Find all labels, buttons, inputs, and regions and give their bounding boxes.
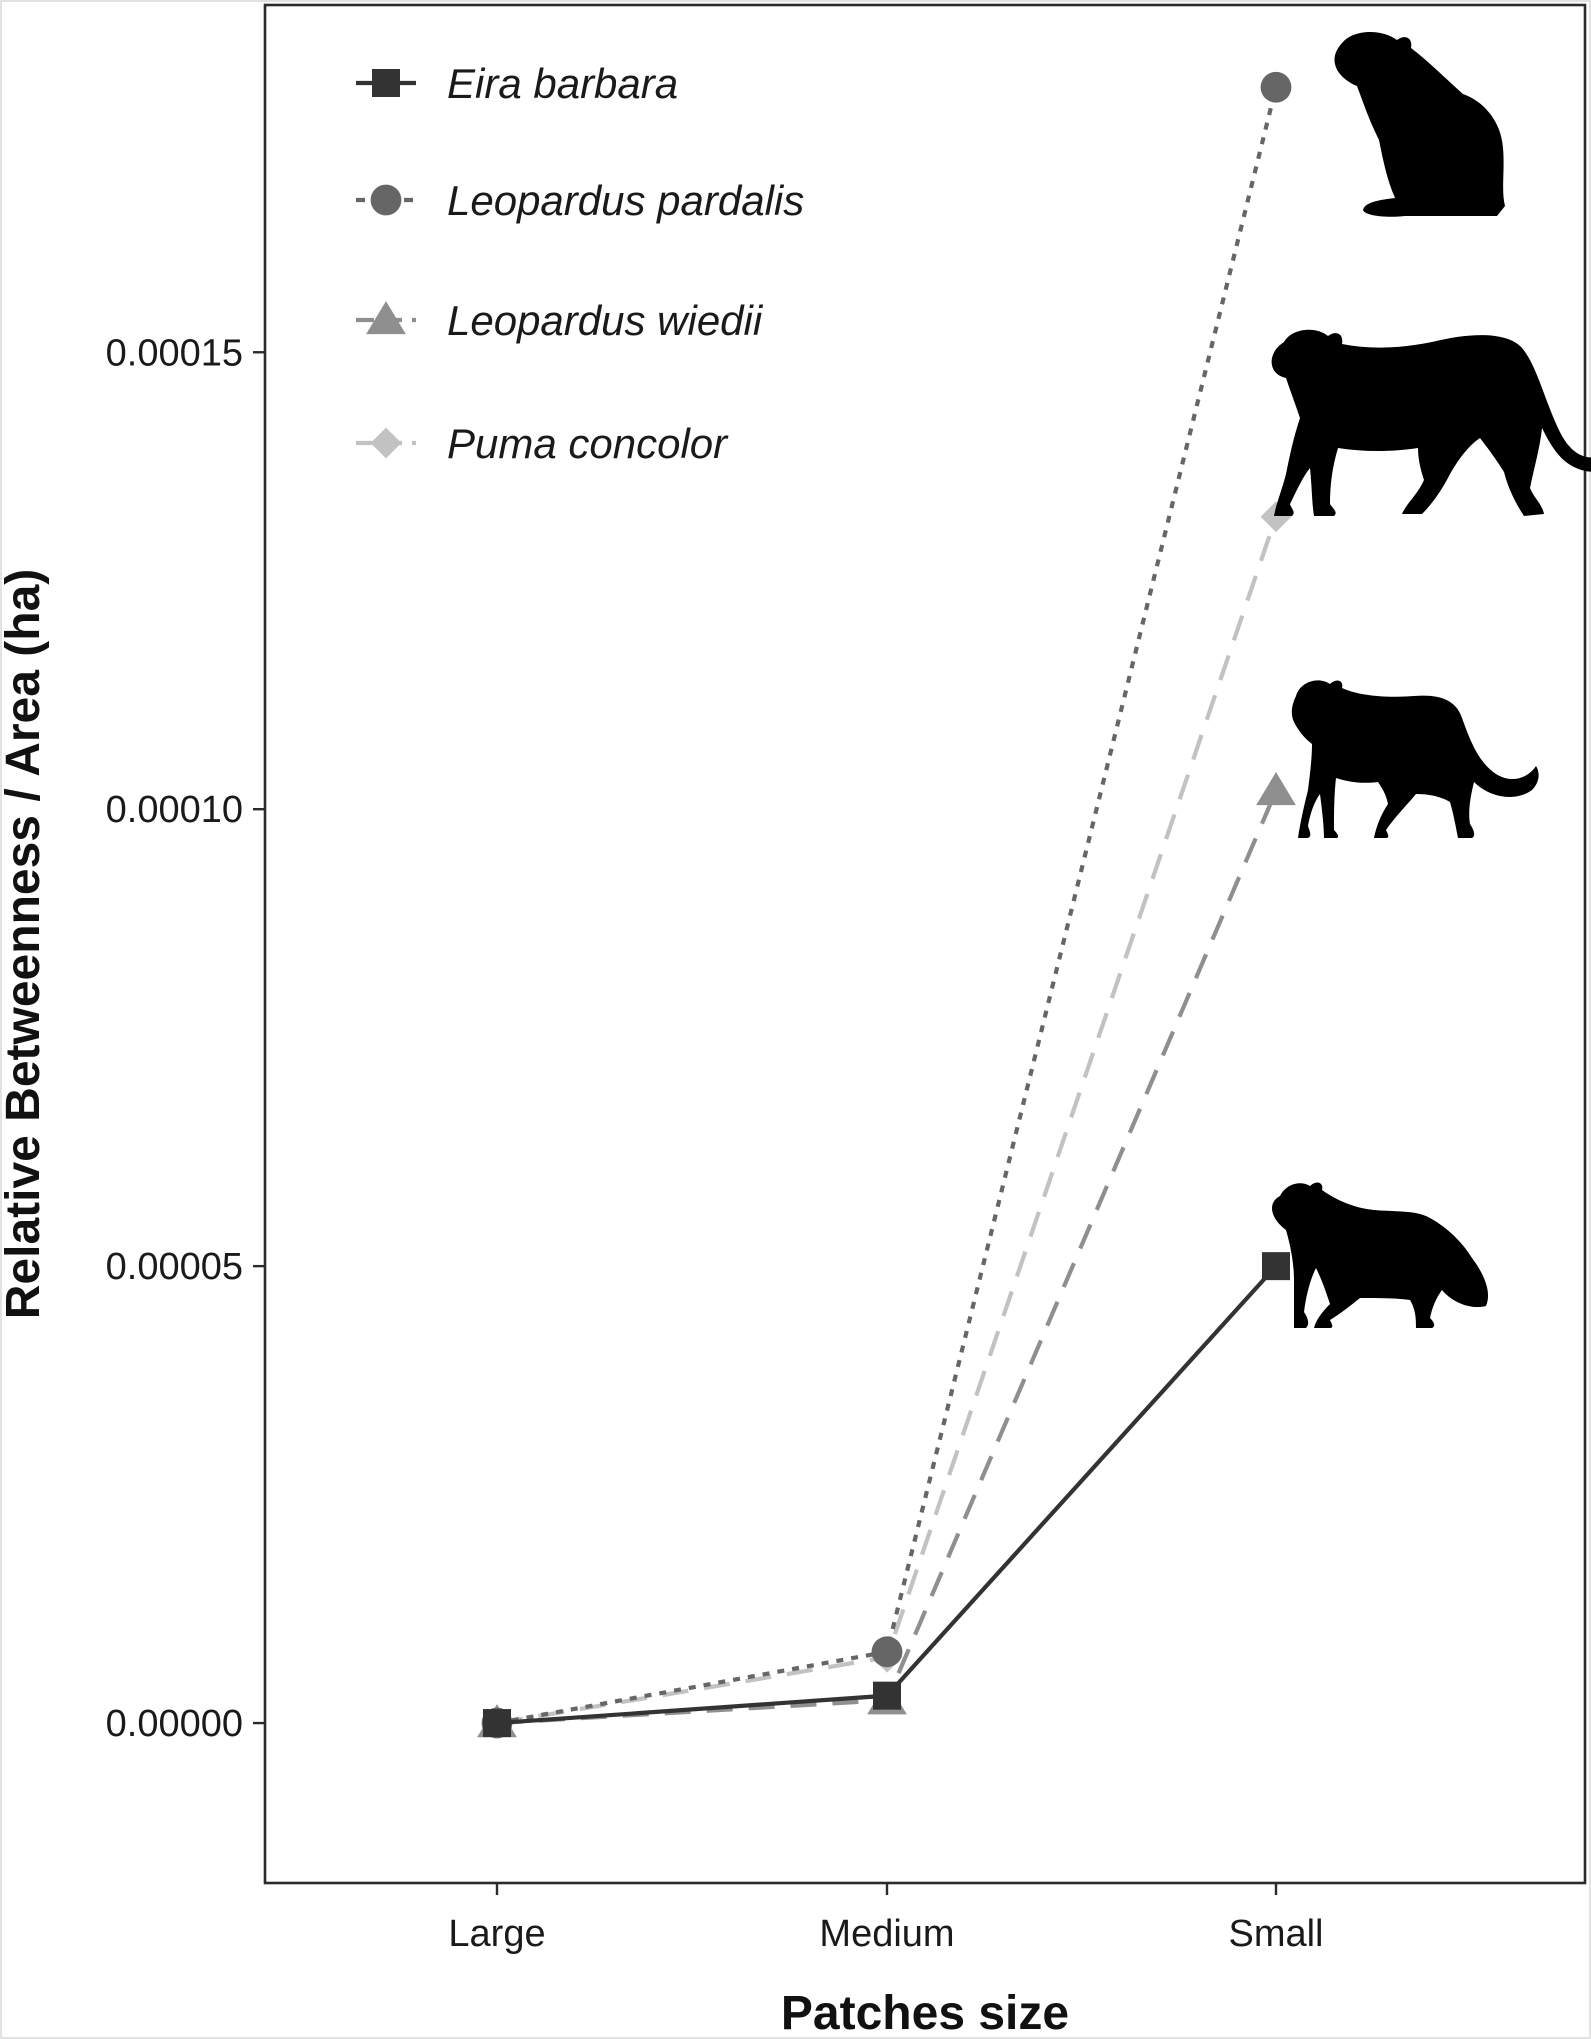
series-layer xyxy=(477,71,1296,1739)
margay-standing-icon xyxy=(1291,680,1539,838)
y-axis-title: Relative Betweenness / Area (ha) xyxy=(0,569,50,1320)
data-point xyxy=(1262,1252,1290,1281)
legend-swatch-marker xyxy=(366,301,406,335)
data-point xyxy=(1256,772,1296,806)
legend-item: Leopardus pardalis xyxy=(356,177,804,224)
data-point xyxy=(483,1709,511,1738)
y-axis: 0.00000 0.00005 0.00010 0.00015 xyxy=(106,332,265,1745)
puma-walking-icon xyxy=(1271,329,1591,516)
y-tick-label: 0.00015 xyxy=(106,332,243,374)
x-axis-title: Patches size xyxy=(781,1987,1069,2039)
legend-item: Puma concolor xyxy=(356,420,729,467)
x-tick-label: Large xyxy=(448,1913,545,1955)
legend-item: Eira barbara xyxy=(356,60,678,107)
x-tick-label: Small xyxy=(1228,1913,1323,1955)
ocelot-sitting-icon xyxy=(1334,31,1505,217)
legend-swatch-marker xyxy=(372,69,400,97)
y-tick-label: 0.00010 xyxy=(106,789,243,831)
legend-swatch-marker xyxy=(370,184,402,216)
x-axis: Large Medium Small xyxy=(448,1883,1324,1955)
tayra-icon xyxy=(1272,1182,1489,1328)
data-point xyxy=(871,1636,903,1668)
legend-label: Leopardus pardalis xyxy=(447,177,804,224)
y-tick-label: 0.00005 xyxy=(106,1246,243,1288)
y-tick-label: 0.00000 xyxy=(106,1703,243,1745)
data-point xyxy=(873,1681,901,1710)
legend-label: Puma concolor xyxy=(447,420,729,467)
x-tick-label: Medium xyxy=(819,1913,954,1955)
legend-label: Eira barbara xyxy=(447,60,678,107)
plot-panel xyxy=(263,3,1587,1885)
legend-item: Leopardus wiedii xyxy=(356,297,764,344)
series-eira-barbara xyxy=(483,1252,1290,1738)
legend: Eira barbara Leopardus pardalis Leopardus … xyxy=(356,60,804,467)
legend-label: Leopardus wiedii xyxy=(447,297,764,344)
silhouettes xyxy=(1271,31,1591,1328)
legend-swatch-marker xyxy=(370,427,402,459)
series-leopardus-pardalis xyxy=(481,71,1292,1739)
data-point xyxy=(1260,71,1292,103)
